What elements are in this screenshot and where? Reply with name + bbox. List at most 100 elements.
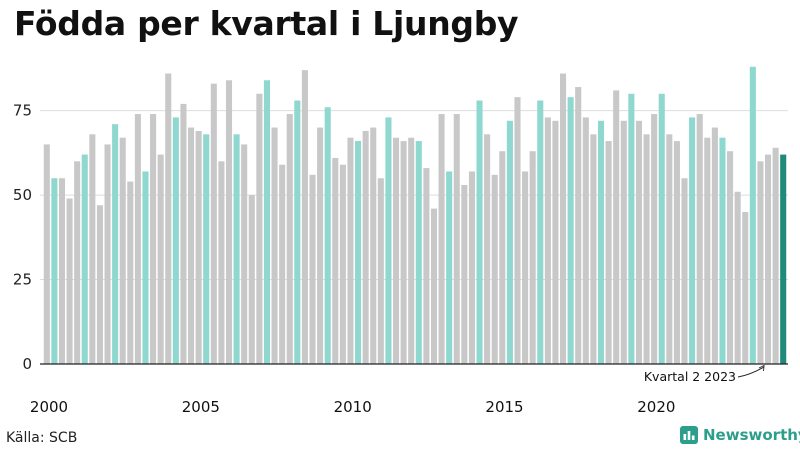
bar: [430, 208, 438, 364]
bar: [696, 114, 703, 365]
bar: [673, 141, 680, 364]
bars: [43, 66, 787, 365]
bar: [81, 154, 88, 364]
bar: [734, 191, 741, 364]
bar: [772, 147, 779, 364]
bar: [400, 141, 407, 364]
bar: [476, 100, 483, 365]
bar: [332, 157, 339, 364]
bar: [225, 80, 233, 365]
bar: [590, 134, 597, 364]
x-tick-label: 2000: [30, 398, 68, 416]
bar: [408, 137, 415, 364]
bar: [157, 154, 164, 364]
chart-title: Födda per kvartal i Ljungby: [14, 4, 519, 43]
bar: [711, 127, 718, 364]
bar: [43, 144, 50, 364]
bar: [392, 137, 400, 364]
bar-chart-icon: [680, 426, 698, 444]
x-tick-label: 2010: [334, 398, 372, 416]
bar: [484, 134, 491, 364]
bar: [324, 107, 331, 365]
bar: [613, 90, 620, 365]
bar: [522, 171, 529, 364]
bar: [757, 161, 764, 364]
bar: [597, 120, 605, 364]
bar: [544, 117, 551, 364]
bar: [165, 73, 172, 364]
bar: [620, 120, 627, 364]
bar: [188, 127, 195, 364]
bar: [286, 114, 293, 365]
bar: [764, 154, 772, 364]
annotation-arrowhead: [758, 364, 765, 372]
bar: [263, 80, 270, 365]
brand-logo[interactable]: Newsworthy: [680, 426, 800, 444]
x-tick-label: 2005: [182, 398, 220, 416]
bar: [347, 137, 354, 364]
bar: [279, 164, 286, 364]
bar: [605, 141, 612, 364]
bar: [742, 212, 749, 364]
bar: [89, 134, 96, 364]
bar: [552, 120, 559, 364]
bar: [567, 97, 574, 365]
bar: [506, 120, 513, 364]
bar: [575, 87, 582, 365]
bar: [514, 97, 521, 365]
source-note: Källa: SCB: [6, 430, 78, 446]
bar: [704, 137, 711, 364]
bar: [385, 117, 392, 364]
bar: [681, 178, 688, 364]
y-axis-labels: 0 25 50 75: [13, 102, 32, 373]
bar: [180, 103, 187, 365]
bar: [362, 130, 369, 364]
annotation-arrow: [737, 366, 765, 378]
annotation-label: Kvartal 2 2023: [644, 369, 736, 384]
bar: [582, 117, 589, 364]
bar: [461, 184, 468, 364]
bar: [355, 141, 362, 364]
y-tick-label: 25: [13, 271, 32, 289]
bar: [529, 151, 536, 364]
bar: [643, 134, 650, 364]
bar: [294, 100, 301, 365]
bar: [218, 161, 225, 364]
bar: [66, 198, 73, 364]
bar: [658, 93, 665, 365]
bar: [96, 205, 103, 364]
bar: [689, 117, 696, 364]
bar: [635, 120, 642, 364]
y-tick-label: 50: [13, 186, 32, 204]
bar: [727, 151, 734, 364]
bar: [271, 127, 278, 364]
bar: [256, 93, 263, 365]
bar: [468, 171, 475, 364]
bar: [104, 144, 111, 364]
bar: [370, 127, 377, 364]
brand-name: Newsworthy: [703, 426, 800, 444]
bar: [233, 134, 240, 364]
bar: [666, 134, 673, 364]
bar: [317, 127, 324, 364]
annotation: Kvartal 2 2023: [644, 364, 765, 384]
x-axis-labels: 2000 2005 2010 2015 2020: [30, 398, 676, 416]
bar: [142, 171, 149, 364]
bar: [438, 114, 445, 365]
bar: [127, 181, 134, 364]
bar: [74, 161, 81, 364]
bar: [453, 114, 460, 365]
bar: [446, 171, 453, 364]
bar: [719, 137, 726, 364]
bar: [415, 141, 422, 364]
bar: [377, 178, 384, 364]
bar: [560, 73, 567, 364]
bar: [248, 195, 255, 364]
bar: [51, 178, 58, 364]
bar: [309, 174, 316, 364]
bar: [150, 114, 157, 365]
bar: [628, 93, 635, 365]
bar: [780, 154, 787, 364]
bar: [134, 114, 141, 365]
